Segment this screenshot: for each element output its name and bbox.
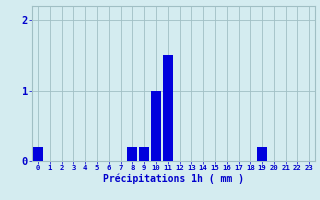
Bar [151, 91, 161, 161]
X-axis label: Précipitations 1h ( mm ): Précipitations 1h ( mm ) [103, 174, 244, 184]
Bar [127, 147, 137, 161]
Bar [139, 147, 149, 161]
Bar [163, 55, 173, 161]
Bar [33, 147, 43, 161]
Bar [257, 147, 267, 161]
